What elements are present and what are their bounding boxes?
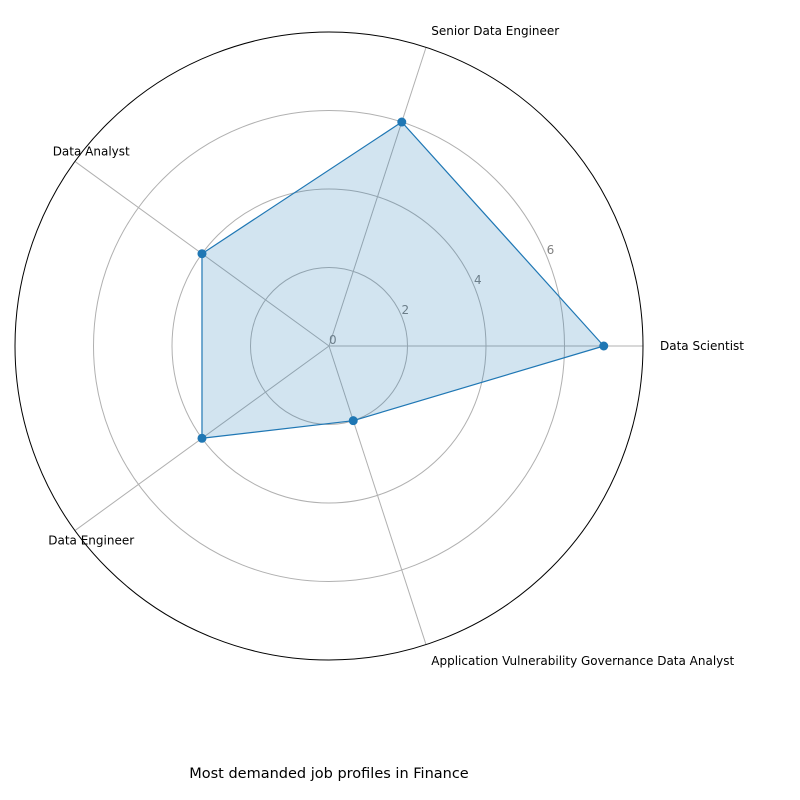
polar-frame (14, 31, 644, 661)
data-point (348, 416, 358, 426)
category-label: Data Engineer (48, 534, 134, 548)
category-label: Data Analyst (53, 144, 130, 158)
series-line (201, 121, 605, 439)
chart-title: Most demanded job profiles in Finance (189, 766, 469, 782)
data-point (197, 433, 207, 443)
r-tick-label: 4 (474, 273, 482, 287)
spoke-line (328, 47, 427, 347)
data-point (397, 117, 407, 127)
category-label: Data Scientist (660, 339, 744, 353)
r-tick-label: 0 (329, 333, 337, 347)
r-tick-label: 2 (402, 303, 410, 317)
series-layer (197, 117, 609, 443)
series-area (201, 122, 604, 439)
data-point (197, 249, 207, 259)
r-tick-label: 6 (547, 243, 555, 257)
data-point (599, 341, 609, 351)
category-labels: Data Scientist Senior Data Engineer Data A… (48, 24, 744, 668)
category-label: Application Vulnerability Governance Dat… (431, 654, 734, 668)
spoke-line (328, 345, 427, 645)
radial-tick-labels: 0 2 4 6 (329, 243, 554, 347)
category-label: Senior Data Engineer (431, 24, 559, 38)
